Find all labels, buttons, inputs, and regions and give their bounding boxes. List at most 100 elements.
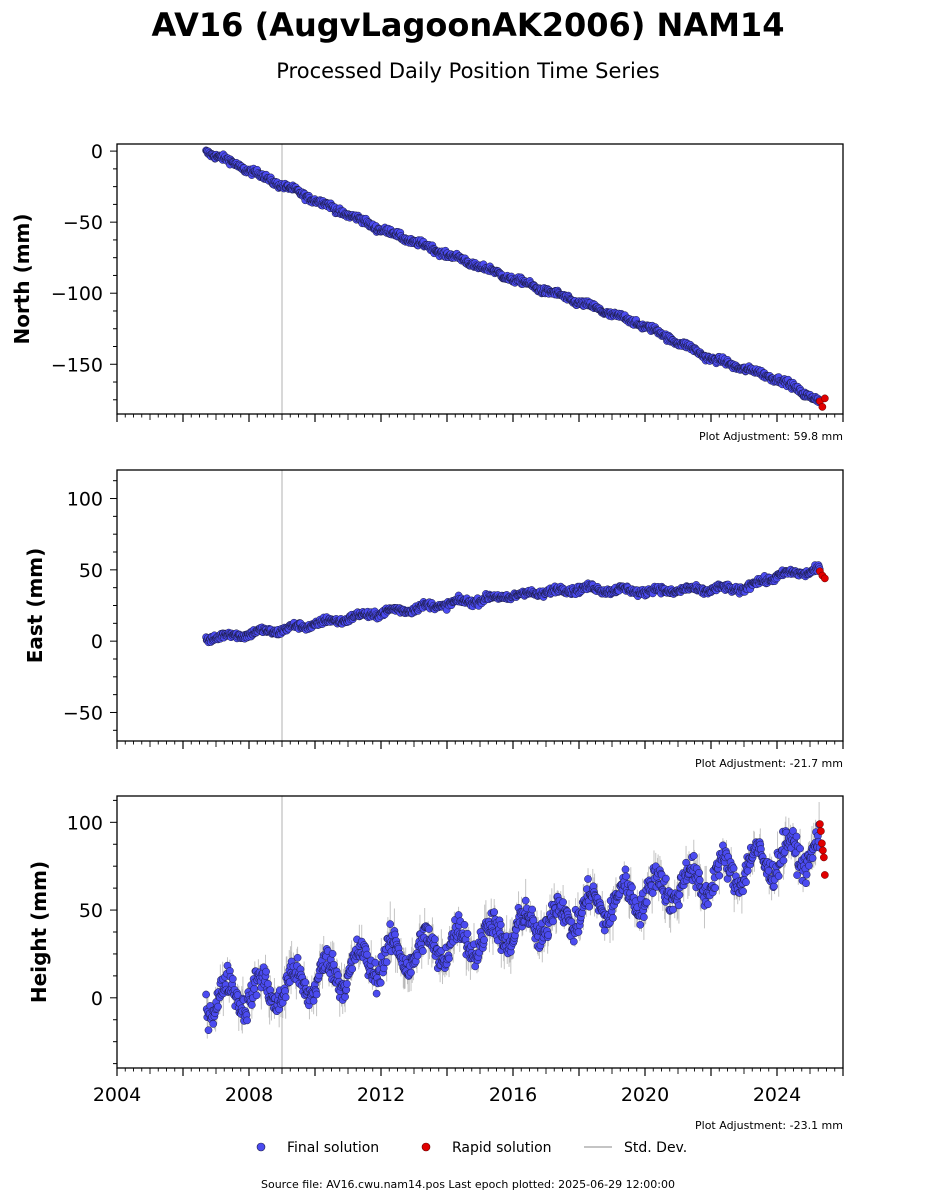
final-point [621, 865, 630, 874]
final-point [376, 978, 385, 987]
y-tick-label: 100 [67, 489, 103, 511]
final-point [490, 908, 499, 916]
figure-title: AV16 (AugvLagoonAK2006) NAM14 [152, 6, 785, 44]
panel-0-data [202, 144, 829, 414]
final-point [600, 926, 609, 935]
final-point [228, 975, 237, 983]
rapid-point [821, 394, 829, 403]
y-axis-label: Height (mm) [27, 861, 51, 1003]
final-point [293, 953, 302, 962]
final-point [711, 884, 720, 892]
final-points [202, 146, 824, 407]
final-point [521, 896, 530, 905]
x-tick-label: 2024 [753, 1084, 801, 1106]
final-point [528, 905, 537, 914]
legend-rapid-marker [421, 1142, 431, 1152]
final-point [739, 887, 747, 896]
panels: 0 −50 −100 −150 North (mm) Plot Adjustment: 5… [10, 141, 844, 1132]
final-point [689, 851, 698, 860]
rapid-point [819, 846, 827, 855]
final-point [642, 898, 651, 907]
final-point [544, 931, 553, 939]
final-point [480, 936, 488, 944]
final-point [496, 920, 505, 929]
y-tick-label: 0 [91, 631, 103, 653]
panel-0: 0 −50 −100 −150 North (mm) Plot Adjustment: 5… [10, 141, 844, 443]
final-point [460, 920, 469, 929]
final-point [343, 980, 351, 988]
plot-adjustment-label: Plot Adjustment: 59.8 mm [699, 430, 843, 443]
rapid-point [816, 820, 824, 828]
final-point [802, 879, 810, 888]
final-point [805, 861, 813, 870]
final-point [789, 827, 797, 835]
rapid-points [816, 567, 829, 583]
final-point [792, 832, 801, 841]
final-point [463, 929, 472, 938]
rapid-point [817, 827, 825, 835]
final-point [425, 925, 433, 933]
final-point [391, 930, 399, 939]
final-point [262, 967, 270, 976]
panel-1: 100 50 0 −50 East (mm) Plot Adjustment: -21.7… [23, 469, 844, 770]
y-tick-label: −50 [63, 212, 103, 234]
y-tick-label: 0 [91, 141, 103, 163]
final-point [243, 1016, 251, 1025]
final-point [574, 928, 583, 936]
rapid-point [821, 574, 829, 583]
panel-1-data [202, 470, 829, 741]
final-point [675, 891, 684, 899]
plot-frame [116, 143, 844, 415]
final-point [312, 990, 321, 999]
final-point [419, 947, 427, 955]
y-axis-label: North (mm) [10, 213, 34, 344]
panel-2-data [202, 796, 829, 1068]
final-point [704, 900, 712, 909]
y-axis-label: East (mm) [23, 548, 47, 664]
final-point [802, 870, 811, 879]
std-dev-bars [206, 802, 820, 1039]
final-point [770, 882, 778, 891]
final-point [793, 871, 801, 879]
final-point [334, 971, 342, 980]
final-point [209, 1020, 218, 1028]
final-point [301, 978, 310, 987]
final-point [413, 951, 422, 960]
x-tick-label: 2012 [357, 1084, 405, 1106]
final-point [662, 874, 670, 883]
final-point [382, 958, 391, 966]
final-point [250, 985, 259, 993]
x-tick-label: 2020 [621, 1084, 669, 1106]
x-tick-label: 2008 [225, 1084, 273, 1106]
final-point [247, 1001, 256, 1009]
final-point [202, 990, 210, 999]
final-point [648, 889, 657, 897]
y-tick-label: −100 [51, 283, 103, 305]
final-point [549, 917, 557, 926]
x-ticks [116, 1068, 844, 1076]
final-point [622, 872, 630, 881]
final-point [609, 914, 617, 922]
x-ticks [116, 741, 844, 749]
final-point [779, 856, 788, 865]
final-point [386, 920, 395, 928]
x-tick-label: 2016 [489, 1084, 537, 1106]
final-point [430, 935, 439, 944]
rapid-points [816, 820, 829, 879]
y-ticks [110, 150, 117, 401]
y-tick-label: 0 [91, 988, 103, 1010]
final-point [695, 868, 703, 877]
final-point [636, 920, 645, 929]
final-point [371, 958, 380, 967]
y-tick-label: −50 [63, 702, 103, 724]
y-tick-label: 50 [79, 560, 103, 582]
final-point [281, 993, 290, 1002]
final-point [742, 878, 750, 887]
source-footer: Source file: AV16.cwu.nam14.pos Last epo… [261, 1178, 675, 1191]
rapid-point [818, 839, 826, 848]
y-tick-label: 100 [67, 812, 103, 834]
final-point [407, 968, 415, 977]
final-point [348, 965, 357, 973]
final-point [764, 866, 773, 875]
final-point [329, 960, 338, 969]
